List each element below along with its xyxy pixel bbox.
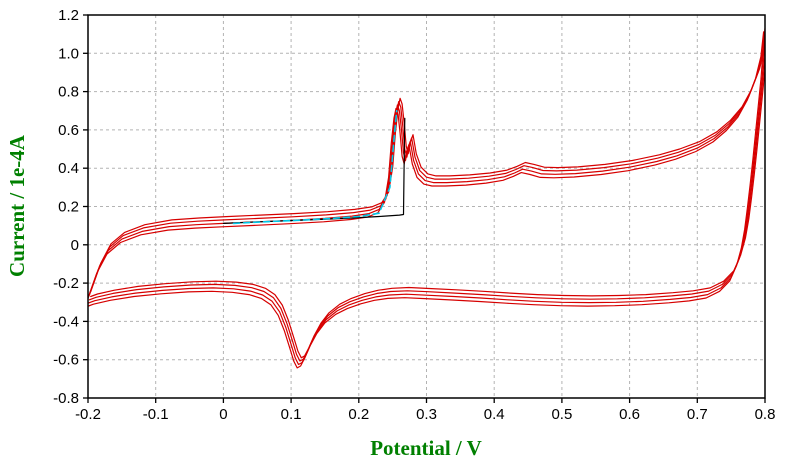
y-tick-label: -0.4 <box>53 313 79 330</box>
x-tick-label: 0.1 <box>281 406 302 423</box>
y-tick-label: 1.2 <box>58 7 79 24</box>
y-tick-label: -0.6 <box>53 352 79 369</box>
axes: -0.2 -0.1 0 0.1 0.2 0.3 0.4 0.5 0.6 0.7 0.8-0.8-0.… <box>53 7 775 423</box>
curve-cv-cycles-red <box>88 31 765 369</box>
y-tick-label: 0.4 <box>58 160 79 177</box>
curve-cv-cycles-red <box>88 32 765 362</box>
x-axis-label: Potential / V <box>370 436 482 460</box>
y-tick-label: 0.6 <box>58 122 79 139</box>
curve-overlay-cyan-dashed <box>232 110 398 225</box>
x-tick-label: 0.5 <box>551 406 572 423</box>
y-tick-label: 0 <box>71 237 79 254</box>
y-tick-label: -0.8 <box>53 390 79 407</box>
x-tick-label: 0.2 <box>348 406 369 423</box>
x-tick-label: 0 <box>219 406 227 423</box>
grid-lines <box>88 15 765 398</box>
x-tick-label: 0.8 <box>755 406 776 423</box>
x-tick-label: 0.3 <box>416 406 437 423</box>
y-tick-label: 0.8 <box>58 84 79 101</box>
y-tick-label: -0.2 <box>53 275 79 292</box>
x-tick-label: 0.4 <box>484 406 505 423</box>
cv-curves <box>88 27 765 369</box>
y-axis-label: Current / 1e-4A <box>5 134 29 277</box>
y-tick-label: 1.0 <box>58 45 79 62</box>
x-tick-label: 0.6 <box>619 406 640 423</box>
x-tick-label: -0.2 <box>75 406 101 423</box>
x-tick-label: 0.7 <box>687 406 708 423</box>
plot-border <box>87 14 766 399</box>
x-tick-label: -0.1 <box>143 406 169 423</box>
curve-cv-cycles-red <box>90 41 765 359</box>
y-tick-label: 0.2 <box>58 199 79 216</box>
